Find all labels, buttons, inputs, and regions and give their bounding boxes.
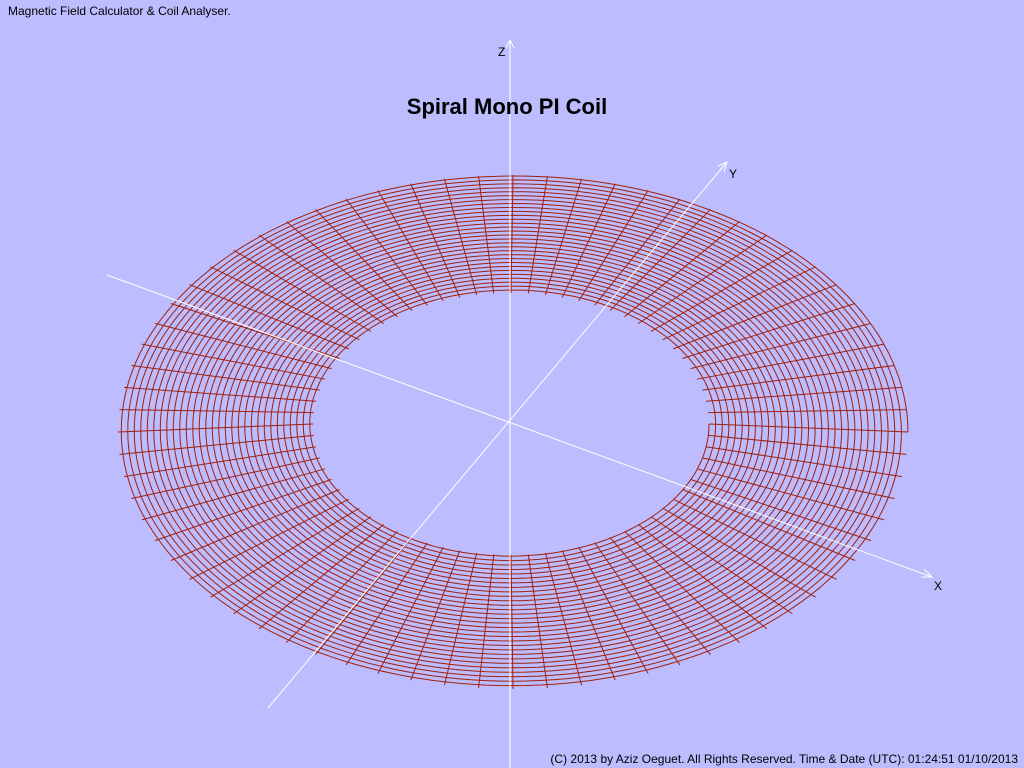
x-axis [106, 274, 933, 578]
coil-spoke [286, 530, 398, 643]
coil-spoke [650, 516, 793, 615]
y-arrow [717, 161, 728, 173]
coil-spoke [578, 546, 649, 674]
coil-spoke [708, 434, 907, 455]
coil-spoke [123, 446, 317, 478]
coil-spoke [258, 523, 385, 630]
coil-spoke [702, 364, 895, 391]
coil-spoke [410, 183, 461, 298]
coil-spoke [210, 266, 360, 341]
app-title: Magnetic Field Calculator & Coil Analyse… [8, 4, 231, 18]
coil-spoke [682, 489, 856, 561]
coil-spoke [210, 507, 360, 598]
coil-spoke [189, 498, 350, 580]
coil-spoke [315, 209, 413, 311]
coil-spoke [443, 178, 478, 296]
coil-spoke [662, 266, 816, 341]
coil-spoke [544, 552, 583, 686]
coil-spoke [258, 234, 385, 325]
y-label: Y [729, 167, 737, 181]
coil-spoke [578, 190, 649, 302]
coil-spoke [117, 423, 314, 433]
coil-spoke [637, 523, 768, 630]
coil-spoke [705, 446, 903, 478]
coil-spoke [682, 303, 856, 359]
z-label: Z [498, 45, 505, 59]
coil-spoke [594, 198, 681, 306]
coil-spoke [708, 409, 907, 414]
coil-spoke [233, 249, 372, 332]
x-label: X [934, 579, 942, 593]
coil-spoke [377, 190, 444, 302]
coil-spoke [609, 537, 711, 655]
coil-spoke [690, 478, 872, 542]
coil-spoke [561, 183, 616, 298]
coil-spoke [315, 537, 413, 655]
coil-spoke [478, 175, 495, 294]
coil-spoke [527, 175, 548, 294]
coil-spoke [131, 364, 320, 391]
coil-spoke [637, 234, 768, 325]
coil-spoke [544, 178, 583, 296]
coil-spoke [705, 386, 903, 402]
coil-spoke [131, 457, 320, 500]
coil-spoke [510, 554, 514, 690]
coil-spoke [443, 552, 478, 686]
coil-spoke [624, 530, 740, 643]
coil-spoke [119, 434, 314, 455]
coil-spoke [696, 343, 885, 380]
coil-spoke [478, 554, 495, 689]
coil-spoke [119, 409, 314, 414]
coil-spoke [594, 542, 681, 666]
coil-spoke [345, 198, 428, 306]
coil-spoke [662, 507, 816, 598]
coil-spoke [410, 550, 461, 681]
coil-spoke [561, 550, 616, 681]
coil-spoke [708, 423, 909, 433]
coil-spoke [672, 498, 837, 580]
coil-spoke [189, 284, 349, 350]
axes [106, 38, 934, 768]
footer: (C) 2013 by Aziz Oeguet. All Rights Rese… [550, 752, 1018, 766]
coil-spoke [286, 221, 398, 318]
z-arrow [505, 38, 515, 49]
coil-spoke [510, 174, 514, 294]
coil-spoke [123, 386, 317, 402]
coil-spoke [154, 322, 332, 370]
coil-spoke [170, 489, 340, 561]
x-arrow [921, 568, 934, 578]
y-axis [267, 161, 728, 709]
coil-spoke [624, 221, 740, 318]
title: Spiral Mono PI Coil [407, 94, 607, 119]
coil [117, 174, 909, 690]
coil-spoke [233, 516, 372, 615]
coil-spoke [141, 343, 326, 380]
coil-spoke [154, 478, 332, 542]
coil-spoke [609, 209, 711, 311]
coil-spoke [377, 546, 444, 674]
coil-spoke [702, 457, 895, 500]
coil-spoke [141, 468, 326, 521]
coil-spoke [696, 468, 885, 521]
coil-spoke [527, 554, 548, 689]
coil-spoke [690, 322, 872, 370]
coil-spoke [345, 542, 428, 666]
coil-spoke [673, 284, 837, 350]
coil-spoke [650, 249, 793, 332]
